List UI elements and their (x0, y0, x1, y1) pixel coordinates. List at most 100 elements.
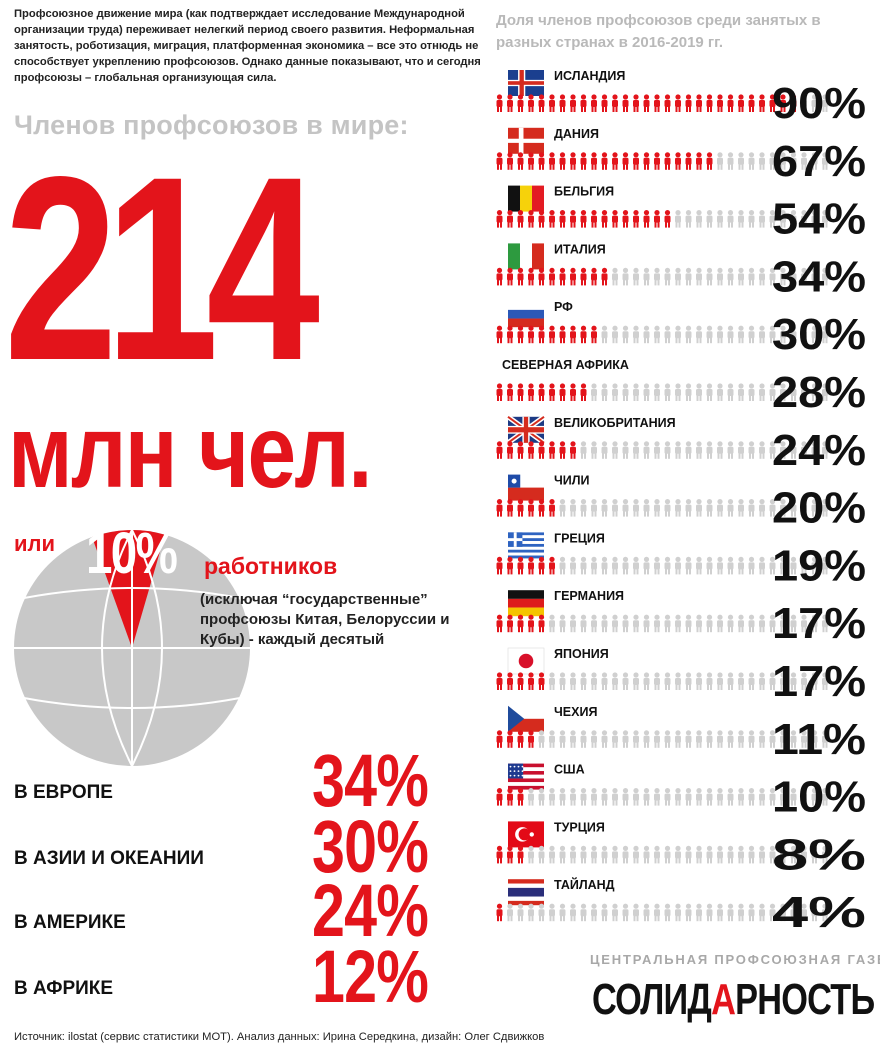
country-label: ГРЕЦИЯ (554, 531, 605, 545)
person-icon-empty (790, 499, 797, 517)
person-icon-empty (748, 903, 755, 922)
person-icon-empty (759, 499, 765, 517)
person-icon-filled (538, 383, 545, 401)
person-icon-empty (780, 499, 786, 517)
person-icon-empty (706, 210, 713, 228)
person-icon-empty (612, 383, 618, 401)
person-icon-empty (696, 325, 702, 344)
person-icon-empty (822, 267, 828, 286)
thailand-flag-icon (508, 879, 544, 906)
person-icon-empty (696, 788, 702, 806)
person-icon-empty (801, 788, 807, 806)
person-icon-filled (706, 94, 713, 112)
chart-row-13: США 10% (496, 763, 866, 822)
person-icon-empty (769, 672, 776, 690)
person-icon-empty (622, 845, 629, 864)
world-members-label: Членов профсоюзов в мире: (14, 110, 409, 140)
iceland-flag-icon (508, 70, 544, 96)
uk-flag-icon (506, 414, 546, 445)
person-icon-empty (727, 788, 734, 806)
person-icon-empty (664, 672, 671, 690)
person-icon-empty (633, 267, 639, 286)
person-icon-empty (811, 267, 818, 286)
exclusion-note: (исключая “государственные” профсоюзы Ки… (200, 591, 450, 648)
person-icon-filled (517, 441, 524, 459)
person-icon-empty (643, 499, 650, 517)
chart-row-7: ВЕЛИКОБРИТАНИЯ 24% (496, 414, 866, 475)
person-icon-empty (675, 383, 681, 401)
person-icon-empty (528, 845, 534, 864)
person-icon-empty (675, 672, 681, 690)
person-icon-empty (759, 325, 765, 344)
newspaper-tagline: ЦЕНТРАЛЬНАЯ ПРОФСОЮЗНАЯ ГАЗЕТА (590, 952, 880, 967)
person-icon-empty (759, 672, 765, 690)
person-icon-empty (696, 267, 702, 286)
person-icon-empty (591, 788, 597, 806)
person-icon-filled (612, 152, 618, 170)
person-icon-empty (612, 845, 618, 864)
person-icon-empty (654, 441, 660, 459)
person-icon-empty (738, 441, 744, 459)
person-icon-filled (759, 94, 765, 112)
person-icon-empty (706, 267, 713, 286)
person-icon-filled (570, 267, 576, 286)
person-icon-empty (748, 730, 755, 748)
person-icon-empty (654, 499, 660, 517)
person-icon-empty (706, 672, 713, 690)
region-label-europe: В ЕВРОПЕ (14, 782, 113, 803)
person-icon-filled (528, 325, 534, 344)
person-icon-filled (507, 730, 513, 748)
value-label: 67% (772, 137, 866, 186)
person-icon-empty (801, 672, 807, 690)
person-icon-empty (591, 556, 597, 575)
person-icon-empty (601, 730, 608, 748)
person-icon-empty (654, 788, 660, 806)
value-label: 54% (772, 195, 866, 244)
person-icon-empty (801, 441, 807, 459)
person-icon-empty (717, 556, 723, 575)
person-icon-filled (517, 94, 524, 112)
workers-label: работников (204, 553, 338, 579)
person-icon-filled (580, 94, 587, 112)
person-icon-empty (822, 730, 828, 748)
person-icon-empty (748, 267, 755, 286)
person-icon-empty (601, 845, 608, 864)
person-icon-empty (538, 788, 545, 806)
person-icon-empty (654, 903, 660, 922)
person-icon-empty (549, 614, 555, 633)
person-icon-empty (622, 499, 629, 517)
person-icon-filled (685, 94, 692, 112)
person-icon-filled (570, 325, 576, 344)
person-icon-empty (591, 672, 597, 690)
person-icon-empty (748, 845, 755, 864)
person-icon-filled (538, 94, 545, 112)
person-icon-empty (601, 903, 608, 922)
person-icon-empty (570, 730, 576, 748)
value-label: 8% (772, 830, 866, 879)
person-icon-filled (496, 845, 503, 864)
person-icon-empty (643, 730, 650, 748)
person-icon-empty (685, 614, 692, 633)
person-icon-empty (696, 556, 702, 575)
person-icon-filled (538, 441, 545, 459)
person-icon-empty (685, 267, 692, 286)
person-icon-empty (601, 383, 608, 401)
person-icon-empty (633, 441, 639, 459)
person-icon-empty (675, 556, 681, 575)
person-icon-empty (801, 152, 807, 170)
intro-text: Профсоюзное движение мира (как подтвержд… (14, 8, 481, 84)
region-label-africa: В АФРИКЕ (14, 978, 114, 999)
person-icon-empty (601, 499, 608, 517)
country-label: ЯПОНИЯ (554, 647, 609, 661)
value-label: 11% (772, 715, 866, 764)
person-icon-empty (643, 383, 650, 401)
region-value-asia: 30% (312, 805, 429, 888)
germany-flag-icon (508, 590, 544, 617)
person-icon-empty (727, 556, 734, 575)
czech-flag-icon (508, 705, 544, 732)
person-icon-empty (622, 267, 629, 286)
person-icon-empty (685, 730, 692, 748)
person-icon-empty (601, 441, 608, 459)
person-icon-empty (717, 152, 723, 170)
